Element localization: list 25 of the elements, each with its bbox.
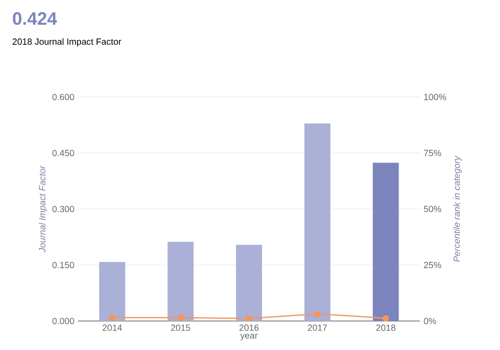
y2-tick-label: 0%: [424, 318, 436, 324]
bar: [236, 244, 262, 321]
y2-axis-title: Percentile rank in category: [453, 155, 462, 262]
x-tick-label: 2015: [171, 324, 190, 331]
y2-tick-label: 25%: [424, 262, 442, 268]
y-tick-label: 0.600: [52, 94, 74, 100]
x-tick-label: 2016: [239, 324, 259, 331]
bar: [168, 242, 194, 321]
y-tick-label: 0.000: [52, 318, 74, 324]
bar: [99, 262, 126, 321]
y2-tick-label: 50%: [424, 206, 442, 212]
x-tick-label: 2014: [102, 324, 122, 331]
bar: [304, 124, 330, 321]
y-tick-label: 0.150: [52, 262, 74, 268]
bar: [372, 162, 399, 321]
chart-title: 0.424: [12, 12, 57, 25]
x-axis-title: year: [240, 334, 258, 340]
y-axis-title: Journal Impact Factor: [38, 165, 48, 252]
chart-subtitle: 2018 Journal Impact Factor: [12, 38, 122, 47]
y2-tick-label: 100%: [424, 94, 446, 100]
y-tick-label: 0.450: [52, 150, 74, 156]
x-tick-label: 2018: [376, 324, 396, 331]
y-tick-label: 0.300: [52, 206, 74, 212]
x-tick-label: 2017: [308, 324, 327, 331]
y2-tick-label: 75%: [424, 150, 442, 156]
